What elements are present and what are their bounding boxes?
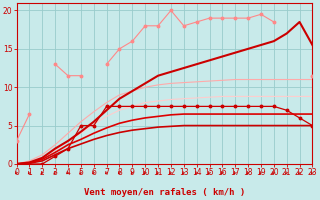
X-axis label: Vent moyen/en rafales ( km/h ): Vent moyen/en rafales ( km/h ) [84, 188, 245, 197]
